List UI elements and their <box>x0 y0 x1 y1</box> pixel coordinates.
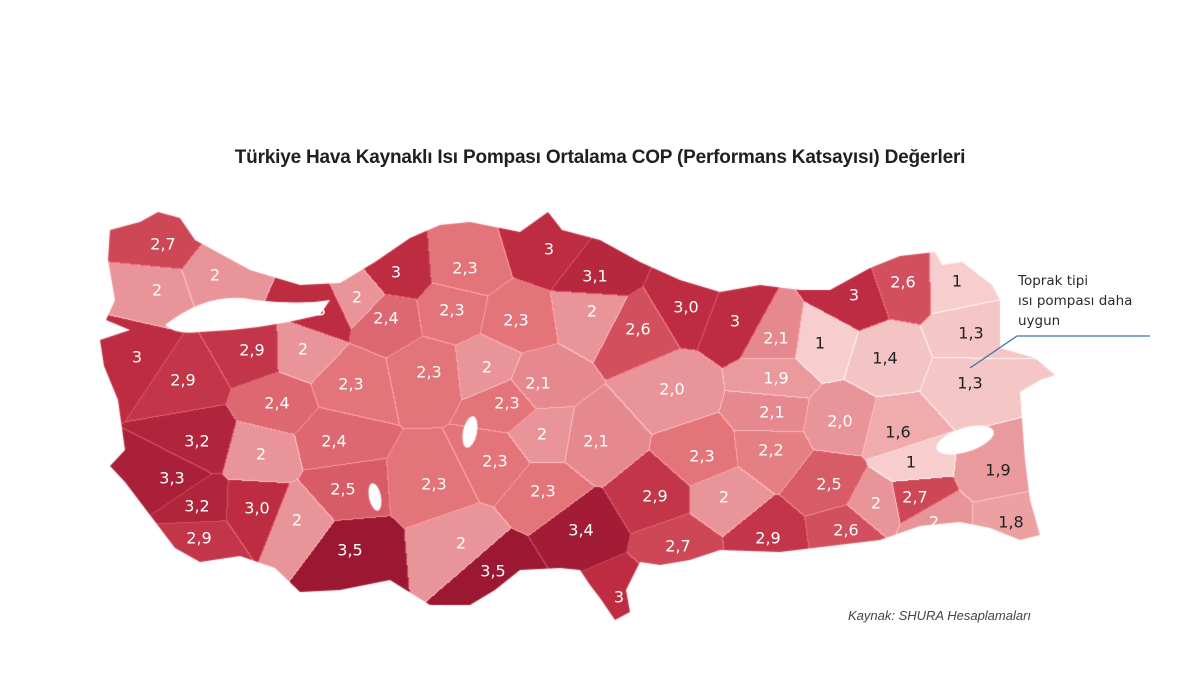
province-value-label: 1,6 <box>885 423 910 442</box>
province-value-label: 2 <box>298 340 308 359</box>
province-value-label: 2,6 <box>625 320 650 339</box>
province-value-label: 2,3 <box>689 447 714 466</box>
province-value-label: 2 <box>719 488 729 507</box>
province-value-label: 3 <box>730 312 740 331</box>
province-value-label: 2 <box>456 534 466 553</box>
province-value-label: 2,4 <box>373 309 398 328</box>
province-value-label: 2,9 <box>170 371 195 390</box>
province-value-label: 2,9 <box>239 341 264 360</box>
province-value-label: 2,3 <box>452 259 477 278</box>
province-value-label: 2 <box>929 513 939 532</box>
province-value-label: 2 <box>871 494 881 513</box>
province-value-label: 2,3 <box>421 475 446 494</box>
province-value-label: 2,3 <box>416 363 441 382</box>
province-value-label: 2,1 <box>583 432 608 451</box>
province-value-label: 2,0 <box>659 380 684 399</box>
province-value-label: 3 <box>316 301 326 320</box>
province-value-label: 1 <box>815 334 825 353</box>
province-value-label: 2,3 <box>494 394 519 413</box>
province-value-label: 2,0 <box>827 412 852 431</box>
province-value-label: 3,4 <box>568 521 593 540</box>
province-value-label: 2,4 <box>321 432 346 451</box>
province-value-label: 2,5 <box>330 480 355 499</box>
province-value-label: 2,3 <box>530 482 555 501</box>
province-value-label: 2 <box>152 281 162 300</box>
province-value-label: 2,9 <box>186 529 211 548</box>
province-value-label: 2,6 <box>890 273 915 292</box>
annotation-text: Toprak tipi ısı pompası daha uygun <box>1018 271 1132 331</box>
province-value-label: 2,7 <box>902 488 927 507</box>
province-value-label: 3,2 <box>184 497 209 516</box>
province-value-label: 2,5 <box>816 475 841 494</box>
province-value-label: 3,1 <box>582 267 607 286</box>
province-value-label: 2,9 <box>642 487 667 506</box>
province-value-label: 1,3 <box>957 374 982 393</box>
province-value-label: 3 <box>614 588 624 607</box>
province-value-label: 2,9 <box>755 529 780 548</box>
province-value-label: 3 <box>391 263 401 282</box>
province-value-label: 1,8 <box>998 513 1023 532</box>
province-value-label: 2,3 <box>503 311 528 330</box>
province-value-label: 2 <box>292 511 302 530</box>
province-value-label: 1 <box>906 453 916 472</box>
province-value-label: 3 <box>849 286 859 305</box>
province-value-label: 2,7 <box>665 537 690 556</box>
province-value-label: 3,5 <box>337 541 362 560</box>
province-value-label: 2 <box>482 358 492 377</box>
province-value-label: 3,5 <box>480 562 505 581</box>
province-value-label: 2,1 <box>759 403 784 422</box>
annotation-leader-line <box>969 335 1150 369</box>
province-value-label: 3,0 <box>673 298 698 317</box>
province-value-label: 2 <box>256 445 266 464</box>
province-value-label: 2,1 <box>525 374 550 393</box>
province-value-label: 2 <box>210 266 220 285</box>
province-value-label: 1 <box>952 272 962 291</box>
province-value-label: 2 <box>587 302 597 321</box>
province-value-label: 1,3 <box>958 324 983 343</box>
province-value-label: 2,3 <box>482 452 507 471</box>
annotation-line: uygun <box>1018 313 1061 329</box>
province-value-label: 2,4 <box>264 394 289 413</box>
province-value-label: 2,3 <box>338 375 363 394</box>
province-value-label: 2 <box>352 288 362 307</box>
province-value-label: 3 <box>132 348 142 367</box>
province-value-label: 2,3 <box>439 301 464 320</box>
province-value-label: 2,6 <box>833 521 858 540</box>
province-value-label: 3,0 <box>244 499 269 518</box>
province-value-label: 3,2 <box>184 432 209 451</box>
annotation-line: ısı pompası daha <box>1018 293 1133 309</box>
province-value-label: 2,7 <box>150 235 175 254</box>
province-value-label: 1,9 <box>985 461 1010 480</box>
province-value-label: 3,3 <box>159 469 184 488</box>
province-value-label: 2,2 <box>758 441 783 460</box>
province-value-label: 1,9 <box>763 369 788 388</box>
map-title: Türkiye Hava Kaynaklı Isı Pompası Ortala… <box>234 147 966 168</box>
province-value-label: 2 <box>537 425 547 444</box>
province-value-label: 1,4 <box>872 349 897 368</box>
source-note: Kaynak: SHURA Hesaplamaları <box>848 608 1032 623</box>
province-value-label: 2,1 <box>763 329 788 348</box>
province-value-label: 3 <box>544 240 554 259</box>
annotation-line: Toprak tipi <box>1018 273 1089 289</box>
